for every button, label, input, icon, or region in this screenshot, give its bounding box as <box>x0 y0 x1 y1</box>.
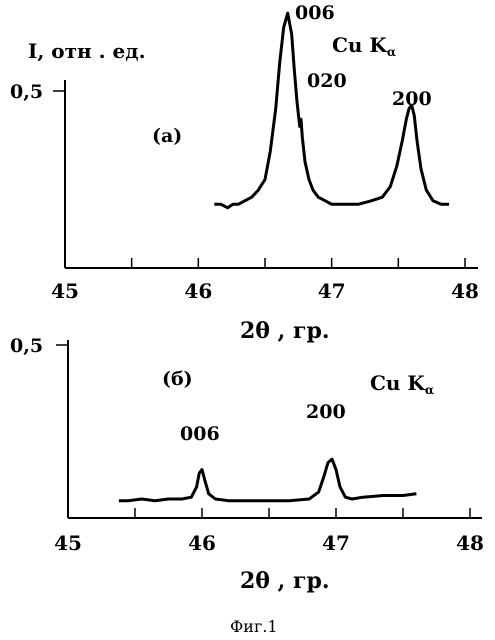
x-tick-label: 48 <box>451 279 479 303</box>
panel-a-label: (а) <box>152 125 182 147</box>
peak-label-006-a: 006 <box>295 2 335 24</box>
panel-a: I, отн . ед. (а) Cu Kα 006 020 200 2θ , … <box>28 2 432 344</box>
panel-b-label: (б) <box>162 368 193 390</box>
peak-label-200-b: 200 <box>306 401 346 423</box>
x-tick-label: 46 <box>184 279 212 303</box>
panel-b-radiation-sub: α <box>425 383 434 397</box>
x-tick-label: 45 <box>51 279 79 303</box>
peak-label-006-b: 006 <box>180 423 220 445</box>
panel-b-plot: 45 46 47 48 0,5 <box>10 335 484 555</box>
x-tick-label: 45 <box>54 531 82 555</box>
figure-caption: Фиг.1 <box>230 617 278 636</box>
x-tick-label: 47 <box>318 279 346 303</box>
x-tick-label: 48 <box>456 531 484 555</box>
panel-b-xlabel: 2θ , гр. <box>240 568 329 594</box>
x-tick-label: 47 <box>322 531 350 555</box>
y-tick-label: 0,5 <box>10 81 43 103</box>
peak-label-020-a: 020 <box>307 70 347 92</box>
y-tick-label: 0,5 <box>10 335 43 357</box>
panel-a-radiation: Cu Kα <box>332 33 396 59</box>
xrd-curve <box>119 459 417 501</box>
panel-a-xlabel: 2θ , гр. <box>240 318 329 344</box>
panel-b-radiation-main: Cu K <box>370 371 425 395</box>
panel-a-radiation-main: Cu K <box>332 33 387 57</box>
panel-b-radiation: Cu Kα <box>370 371 434 397</box>
panel-a-radiation-sub: α <box>387 45 396 59</box>
panel-a-ylabel: I, отн . ед. <box>28 39 146 63</box>
panel-b: (б) Cu Kα 006 200 2θ , гр. <box>162 368 434 594</box>
x-tick-label: 46 <box>188 531 216 555</box>
